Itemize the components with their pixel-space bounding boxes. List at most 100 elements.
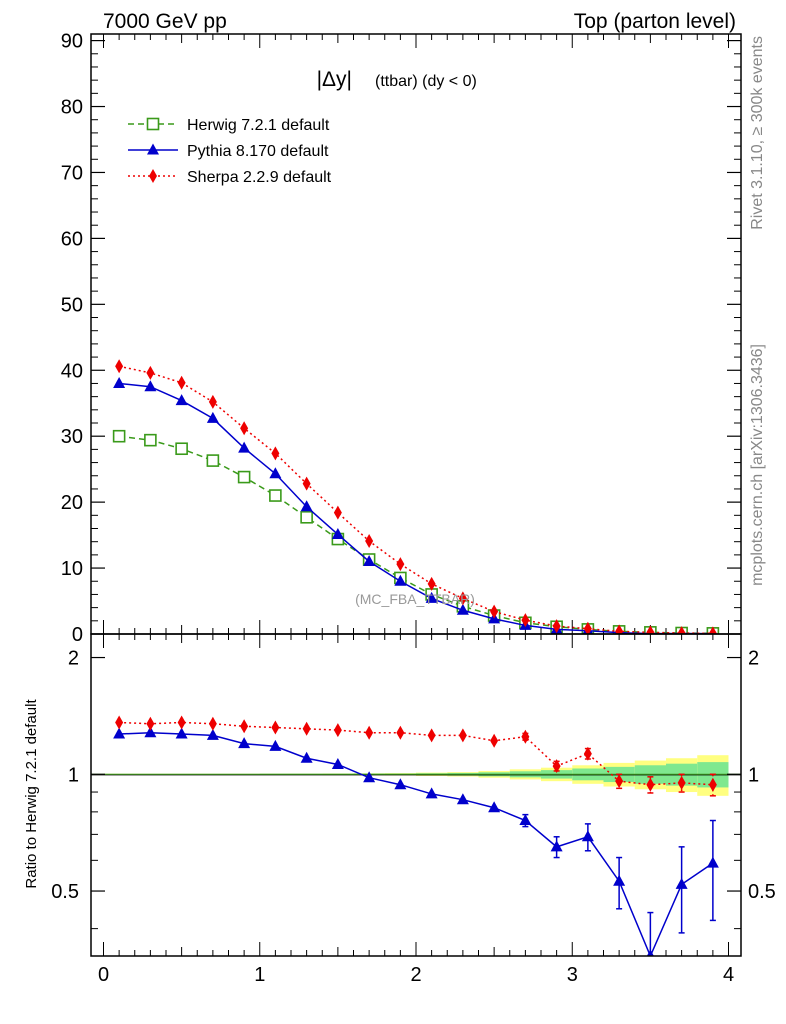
ratio-data-point [333, 723, 342, 738]
plot-title-main: |Δy| [317, 68, 352, 91]
header-left: 7000 GeV pp [103, 10, 227, 33]
ratio-y-tick-label: 2 [68, 648, 79, 670]
y-tick-label: 90 [61, 31, 83, 53]
ratio-data-point [271, 720, 280, 735]
legend-marker [149, 169, 157, 183]
ratio-data-point [427, 728, 436, 743]
data-point [144, 380, 157, 392]
data-point [615, 624, 624, 634]
y-tick-label: 0 [72, 624, 83, 646]
ratio-data-point [363, 771, 376, 783]
data-point [427, 576, 436, 591]
legend: Herwig 7.2.1 default Pythia 8.170 default… [128, 117, 332, 186]
header-right: Top (parton level) [574, 10, 736, 33]
data-point [521, 613, 530, 628]
ratio-data-point [488, 801, 501, 813]
ratio-y-tick-label: 1 [68, 764, 79, 786]
ratio-data-point [206, 728, 219, 740]
y-tick-label: 10 [61, 558, 83, 580]
y-tick-label: 40 [61, 360, 83, 382]
ratio-data-point [552, 759, 561, 774]
ratio-data-point [208, 716, 217, 731]
ratio-series-line [119, 731, 714, 956]
ratio-data-point [456, 793, 469, 805]
ratio-axis-ticks: 0.5 0.5 1 1 2 2 0 1 2 3 4 [51, 634, 776, 986]
ratio-data-point [646, 949, 654, 956]
data-point [269, 467, 282, 479]
data-point [238, 441, 251, 453]
data-point [552, 619, 561, 634]
data-point [456, 603, 469, 615]
ratio-series-sherpa [115, 715, 717, 797]
ratio-data-point [300, 751, 313, 763]
data-point [146, 365, 155, 380]
data-point [300, 510, 313, 524]
data-point [302, 476, 311, 491]
y-tick-label: 50 [61, 294, 83, 316]
data-point [271, 446, 280, 461]
data-point [331, 527, 344, 539]
x-tick-label: 0 [98, 964, 109, 986]
data-point [396, 557, 405, 572]
y-tick-label: 20 [61, 492, 83, 514]
legend-marker [147, 143, 159, 155]
data-point [677, 626, 686, 634]
ratio-data-point [458, 728, 467, 743]
ratio-data-point [581, 830, 594, 842]
data-point [240, 421, 249, 436]
ratio-data-point [708, 777, 717, 792]
ratio-data-point [175, 727, 188, 739]
ratio-frame [90, 633, 742, 957]
data-point [646, 625, 655, 634]
mcplots-label: mcplots.cern.ch [arXiv:1306.3436] [749, 344, 766, 586]
data-point [458, 591, 467, 606]
x-tick-label: 3 [567, 964, 578, 986]
data-point [269, 489, 282, 502]
ratio-data-point [240, 719, 249, 734]
series-sherpa [115, 359, 717, 634]
data-point [206, 411, 219, 423]
x-tick-label: 2 [410, 964, 421, 986]
ratio-data-point [146, 716, 155, 731]
data-point [112, 429, 126, 443]
legend-label: Herwig 7.2.1 default [187, 117, 330, 134]
legend-entry: Sherpa 2.2.9 default [128, 169, 332, 186]
data-point [175, 394, 188, 406]
ratio-series-pythia [113, 726, 719, 956]
data-point [237, 470, 251, 484]
series-line [119, 382, 713, 634]
ratio-y-tick-label-right: 2 [748, 648, 759, 670]
y-tick-label: 30 [61, 426, 83, 448]
ratio-data-point [677, 775, 686, 790]
series-line [118, 365, 713, 634]
main-axis-ticks: 0 10 20 30 40 50 60 70 80 90 [61, 31, 741, 646]
watermark: (MC_FBA_TTBAR) [355, 591, 475, 607]
data-point [425, 591, 438, 603]
data-point [708, 626, 717, 634]
y-tick-label: 80 [61, 97, 83, 119]
data-point [363, 554, 376, 566]
ratio-y-tick-label-right: 0.5 [748, 881, 776, 903]
data-point [490, 604, 499, 619]
ratio-data-point [583, 746, 592, 761]
ratio-data-point [177, 715, 186, 730]
data-point [208, 394, 217, 409]
ratio-data-point [115, 715, 124, 730]
main-panel: 0 10 20 30 40 50 60 70 80 90 |Δy| (ttbar) (dy < 0… [61, 31, 742, 646]
ratio-data-point [646, 777, 655, 792]
data-point [177, 375, 186, 390]
ratio-data-point [521, 729, 530, 744]
ratio-data-point [331, 757, 344, 769]
data-point [175, 442, 188, 456]
y-tick-label: 60 [61, 228, 83, 250]
ratio-y-tick-label-right: 1 [748, 764, 759, 786]
legend-label: Sherpa 2.2.9 default [187, 169, 332, 186]
ratio-panel: 0.5 0.5 1 1 2 2 0 1 2 3 4 Ratio to Herwig 7.2.1 de… [23, 633, 776, 986]
ratio-data-point [706, 856, 719, 868]
legend-entry: Herwig 7.2.1 default [128, 117, 330, 134]
ratio-data-point [365, 725, 374, 740]
ratio-data-point [238, 737, 251, 749]
y-tick-label: 70 [61, 162, 83, 184]
ratio-series [113, 715, 719, 956]
